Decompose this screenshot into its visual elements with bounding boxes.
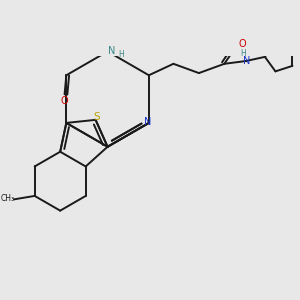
Text: O: O	[238, 39, 246, 49]
Text: H: H	[119, 50, 124, 59]
Text: N: N	[145, 116, 152, 127]
Text: H: H	[241, 49, 246, 58]
Text: N: N	[108, 46, 116, 56]
Text: O: O	[61, 96, 68, 106]
Text: N: N	[242, 56, 250, 66]
Text: CH₃: CH₃	[1, 194, 15, 203]
Text: S: S	[93, 112, 100, 122]
